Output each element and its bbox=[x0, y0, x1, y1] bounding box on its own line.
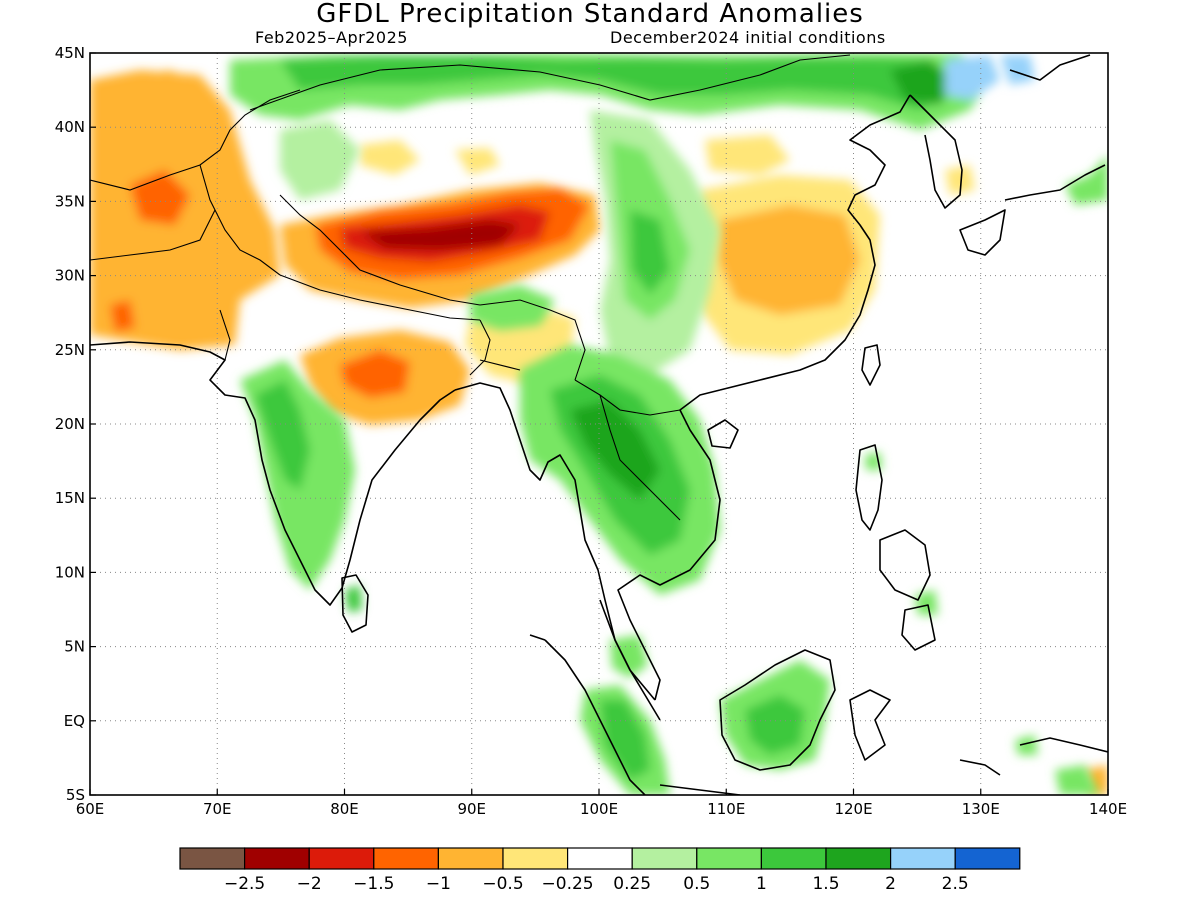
lat-tick-label: 45N bbox=[55, 44, 85, 62]
initial-conditions: December2024 initial conditions bbox=[610, 28, 886, 47]
colorbar-swatch bbox=[179, 847, 246, 870]
colorbar-swatch bbox=[825, 847, 892, 870]
lat-tick-label: 20N bbox=[55, 415, 85, 433]
lon-tick-label: 140E bbox=[1089, 800, 1127, 818]
colorbar-swatch bbox=[954, 847, 1021, 870]
coastlines bbox=[90, 54, 1108, 795]
forecast-period: Feb2025–Apr2025 bbox=[255, 28, 408, 47]
lat-tick-label: 30N bbox=[55, 267, 85, 285]
colorbar-swatch bbox=[244, 847, 310, 870]
lon-tick-label: 110E bbox=[707, 800, 745, 818]
colorbar-swatch bbox=[308, 847, 375, 870]
lon-tick-label: 90E bbox=[457, 800, 486, 818]
lat-tick-label: 5N bbox=[64, 638, 85, 656]
map-title: GFDL Precipitation Standard Anomalies bbox=[316, 0, 864, 29]
longitude-axis: 60E 70E 80E 90E 100E 110E 120E 130E 140E bbox=[76, 789, 1127, 818]
country-borders bbox=[90, 54, 851, 521]
colorbar-label: 1 bbox=[756, 874, 767, 894]
lat-tick-label: 5S bbox=[66, 786, 85, 804]
lon-tick-label: 100E bbox=[580, 800, 618, 818]
colorbar-label: −0.25 bbox=[542, 874, 594, 894]
colorbar-label: 2.5 bbox=[942, 874, 969, 894]
colorbar-swatch bbox=[566, 847, 633, 870]
graticule bbox=[90, 53, 1108, 795]
colorbar-swatch bbox=[889, 847, 956, 870]
colorbar-label: 0.25 bbox=[613, 874, 651, 894]
lat-tick-label: 10N bbox=[55, 563, 85, 581]
lon-tick-label: 130E bbox=[962, 800, 1000, 818]
colorbar-label: 0.5 bbox=[683, 874, 710, 894]
lat-tick-label: 15N bbox=[55, 489, 85, 507]
colorbar-swatch bbox=[373, 847, 439, 870]
colorbar: −2.5 −2 −1.5 −1 −0.5 −0.25 0.25 0.5 1 1.5 2 2.5 bbox=[179, 847, 1021, 894]
anomaly-field bbox=[90, 53, 1108, 795]
colorbar-label: −1 bbox=[426, 874, 451, 894]
colorbar-label: −0.5 bbox=[482, 874, 523, 894]
colorbar-swatch bbox=[437, 847, 504, 870]
colorbar-label: −2 bbox=[297, 874, 322, 894]
lat-tick-label: 40N bbox=[55, 118, 85, 136]
colorbar-label: −2.5 bbox=[224, 874, 265, 894]
colorbar-swatch bbox=[502, 847, 569, 870]
lon-tick-label: 120E bbox=[834, 800, 872, 818]
colorbar-swatch bbox=[631, 847, 698, 870]
lon-tick-label: 80E bbox=[330, 800, 359, 818]
lon-tick-label: 70E bbox=[203, 800, 232, 818]
colorbar-swatch bbox=[696, 847, 762, 870]
colorbar-swatch bbox=[760, 847, 827, 870]
lat-tick-label: EQ bbox=[64, 712, 85, 730]
colorbar-label: 2 bbox=[885, 874, 896, 894]
colorbar-label: 1.5 bbox=[812, 874, 839, 894]
colorbar-label: −1.5 bbox=[353, 874, 394, 894]
lat-tick-label: 35N bbox=[55, 192, 85, 210]
latitude-axis: 45N 40N 35N 30N 25N 20N 15N 10N 5N EQ 5S bbox=[55, 44, 96, 804]
lat-tick-label: 25N bbox=[55, 341, 85, 359]
lon-tick-label: 60E bbox=[76, 800, 105, 818]
